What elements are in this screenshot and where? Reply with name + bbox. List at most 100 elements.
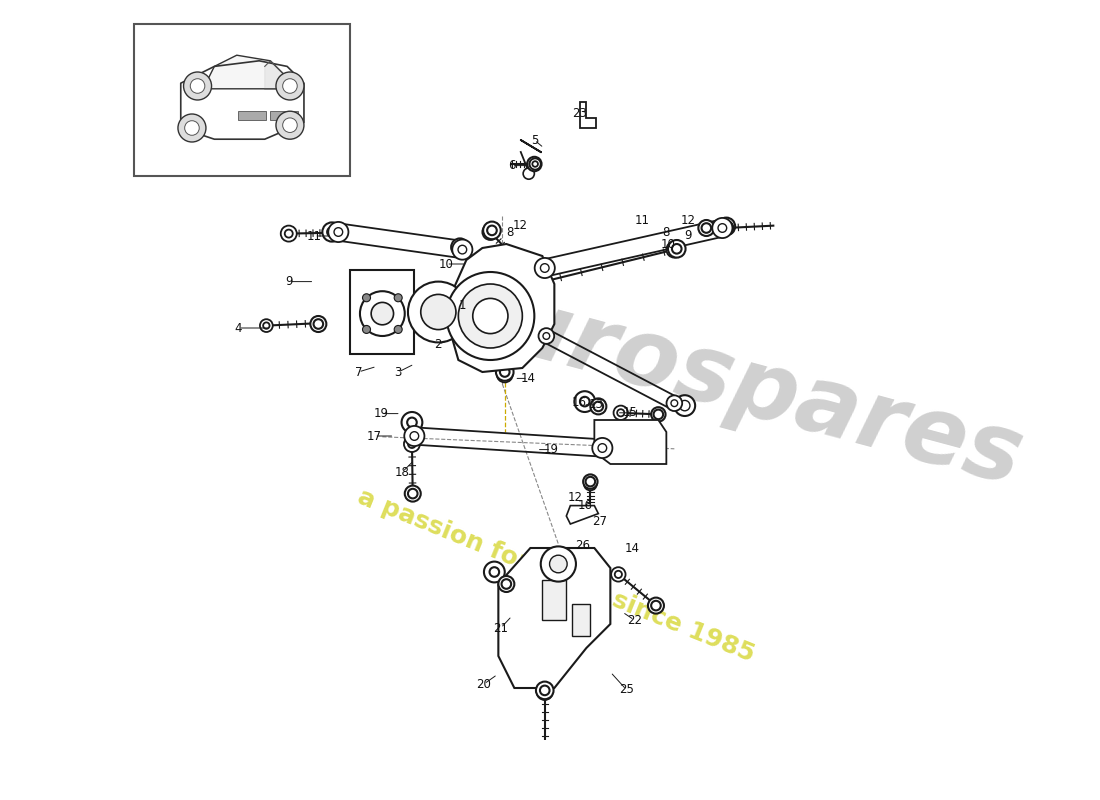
Circle shape [459,284,522,348]
Text: 5: 5 [530,134,538,146]
Circle shape [447,272,535,360]
Circle shape [405,486,421,502]
Text: 3: 3 [395,366,402,378]
Text: 1: 1 [459,299,466,312]
Circle shape [543,333,550,339]
Circle shape [486,228,494,236]
Circle shape [667,395,682,411]
Circle shape [540,264,549,272]
Text: a passion for parts since 1985: a passion for parts since 1985 [354,485,758,667]
Bar [238,111,266,119]
Circle shape [672,244,682,254]
Text: 19: 19 [373,407,388,420]
Text: 2: 2 [434,338,442,350]
Circle shape [502,579,512,589]
Text: eurospares: eurospares [431,262,1033,506]
Circle shape [614,406,628,420]
Circle shape [322,222,342,242]
Text: 13: 13 [588,398,604,411]
Text: 8: 8 [662,226,670,238]
Text: 25: 25 [619,683,634,696]
Circle shape [535,258,554,278]
Circle shape [402,412,422,433]
Circle shape [280,226,297,242]
Circle shape [591,398,606,414]
Circle shape [667,242,682,258]
Circle shape [651,407,666,422]
Circle shape [371,302,394,325]
Polygon shape [572,604,591,636]
Circle shape [483,222,500,239]
Circle shape [713,218,733,238]
Circle shape [276,111,304,139]
Circle shape [529,159,539,169]
Circle shape [452,239,472,260]
Circle shape [529,158,541,170]
Text: 10: 10 [439,258,454,270]
Circle shape [500,370,509,378]
Circle shape [653,410,663,419]
Text: 9: 9 [285,275,293,288]
Polygon shape [265,61,287,89]
Text: 14: 14 [625,542,639,554]
Polygon shape [204,55,287,89]
Circle shape [314,319,323,329]
Circle shape [497,366,513,382]
Circle shape [718,224,727,232]
Circle shape [487,226,497,235]
Circle shape [483,224,498,240]
Circle shape [328,222,349,242]
Circle shape [473,298,508,334]
Text: 23: 23 [572,107,586,120]
Circle shape [539,328,554,344]
Text: 22: 22 [627,614,642,626]
Circle shape [584,478,597,490]
Circle shape [651,601,661,610]
Circle shape [178,114,206,142]
Circle shape [550,555,568,573]
Text: 19: 19 [543,443,559,456]
Circle shape [674,395,695,416]
Circle shape [500,367,509,377]
Circle shape [327,227,337,237]
Circle shape [408,282,469,342]
Circle shape [334,228,343,236]
Circle shape [587,481,594,487]
Text: 10: 10 [660,238,675,250]
Circle shape [410,432,419,440]
Circle shape [527,157,541,171]
Text: 4: 4 [234,322,242,334]
Circle shape [671,400,678,406]
Circle shape [404,436,420,452]
Circle shape [184,72,211,100]
Text: 16: 16 [579,499,593,512]
Circle shape [285,230,293,238]
Circle shape [668,240,685,258]
Polygon shape [594,420,667,464]
Circle shape [394,326,403,334]
Circle shape [484,562,505,582]
Circle shape [680,401,690,411]
Circle shape [490,567,499,577]
Circle shape [190,78,205,94]
Text: 12: 12 [568,491,583,504]
Text: 15: 15 [623,406,638,419]
Circle shape [585,477,595,486]
Circle shape [541,546,576,582]
Text: 26: 26 [575,539,590,552]
Circle shape [670,246,679,254]
Circle shape [363,326,371,334]
Text: 6: 6 [508,159,516,172]
Polygon shape [542,580,566,620]
Circle shape [276,72,304,100]
Circle shape [574,391,595,412]
Text: 9: 9 [684,229,692,242]
Circle shape [723,224,730,232]
Polygon shape [498,548,610,688]
Circle shape [524,168,535,179]
Circle shape [537,684,553,700]
Bar [271,111,298,119]
Circle shape [594,402,603,411]
Text: 11: 11 [307,230,322,242]
Circle shape [583,474,597,489]
